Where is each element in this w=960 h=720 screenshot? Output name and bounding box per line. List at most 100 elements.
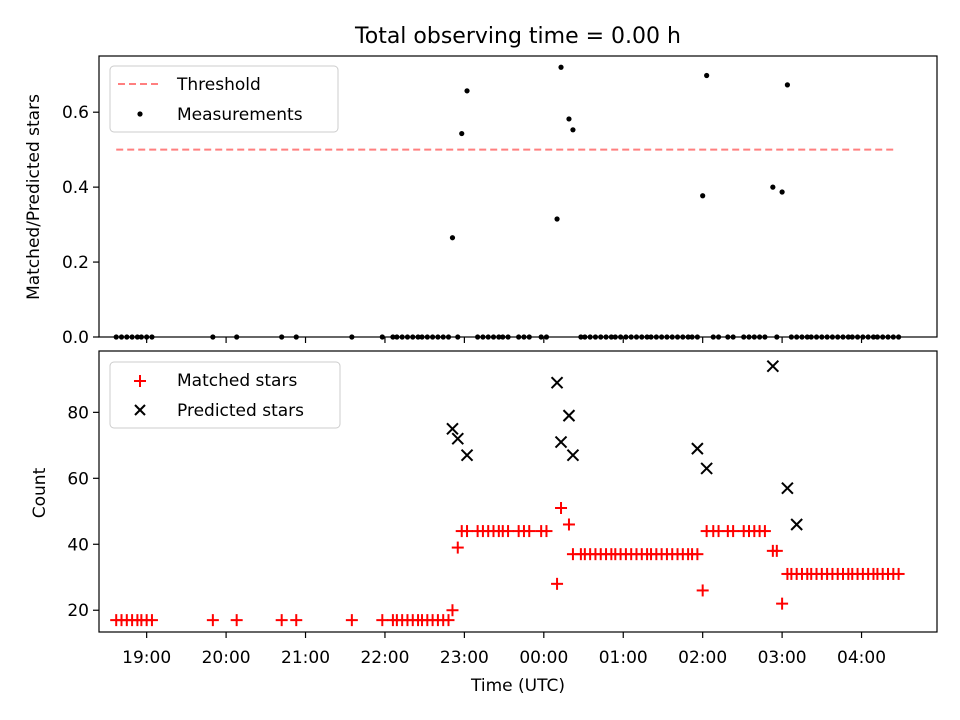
measurement-point: [430, 334, 436, 340]
measurement-point: [794, 334, 800, 340]
measurement-point: [819, 334, 825, 340]
measurement-point: [390, 334, 396, 340]
predicted-stars-point: [554, 435, 568, 449]
measurement-point: [854, 334, 861, 340]
measurement-point: [648, 334, 654, 340]
predicted-stars-point: [700, 462, 713, 475]
x-tick-label: 21:00: [281, 648, 330, 668]
y-tick-label: 0.4: [62, 178, 89, 198]
predicted-stars-point: [460, 449, 474, 462]
matched-stars-point: [446, 604, 459, 617]
y-tick-label: 80: [67, 403, 89, 423]
predicted-stars-point: [562, 409, 576, 422]
matched-stars-point: [290, 614, 303, 627]
measurement-point: [835, 334, 841, 340]
measurement-point: [485, 334, 491, 340]
bottom-x-ticks: 19:00 20:00 21:00 22:00 23:00 00:00 01:00 02:00…: [122, 632, 886, 668]
y-tick-label: 0.0: [62, 328, 89, 348]
measurement-point: [459, 130, 465, 137]
measurement-point: [840, 334, 846, 340]
x-tick-label: 01:00: [599, 648, 648, 668]
matched-stars-point: [451, 541, 464, 554]
measurement-point: [653, 334, 659, 340]
predicted-stars-point: [566, 449, 580, 462]
measurement-point: [149, 334, 155, 340]
bottom-plot-area: [110, 359, 905, 627]
measurement-point: [394, 334, 400, 340]
measurement-point: [500, 334, 506, 340]
measurement-point: [138, 334, 144, 340]
measurement-point: [725, 334, 731, 340]
measurement-point: [896, 334, 902, 340]
measurement-point: [664, 334, 670, 340]
measurement-point: [788, 334, 794, 340]
matched-stars-point: [562, 518, 575, 531]
measurement-point: [234, 334, 240, 340]
predicted-stars-point: [781, 481, 794, 495]
measurement-point: [516, 334, 522, 340]
measurement-point: [623, 334, 629, 340]
measurement-point: [410, 334, 416, 340]
measurement-point: [770, 184, 776, 190]
measurement-point: [639, 334, 645, 340]
measurement-point: [799, 334, 805, 340]
x-tick-label: 00:00: [519, 648, 568, 668]
predicted-stars-point: [766, 359, 780, 373]
measurement-point: [144, 334, 150, 340]
legend-threshold-label: Threshold: [176, 75, 261, 95]
measurement-point: [751, 334, 757, 340]
measurement-point: [685, 334, 691, 340]
measurement-point: [804, 334, 810, 340]
measurement-point: [741, 334, 747, 340]
measurement-point: [582, 334, 588, 340]
measurement-point: [113, 334, 119, 340]
matched-stars-point: [275, 614, 288, 627]
measurement-point: [475, 334, 481, 340]
predicted-stars-point: [446, 422, 459, 436]
measurement-point: [521, 334, 527, 340]
measurement-point: [445, 334, 452, 340]
matched-stars-point: [551, 577, 564, 590]
y-tick-label: 0.6: [62, 103, 89, 123]
measurement-point: [379, 334, 385, 340]
x-tick-label: 19:00: [122, 648, 171, 668]
y-tick-label: 40: [67, 535, 89, 555]
measurement-point: [617, 334, 624, 340]
legend-measurements-label: Measurements: [177, 105, 303, 125]
measurement-point: [633, 334, 640, 340]
measurement-point: [845, 334, 851, 340]
measurement-point: [659, 334, 665, 340]
matched-stars-point: [555, 501, 568, 514]
measurement-point: [435, 334, 441, 340]
bottom-y-axis-label: Count: [30, 467, 50, 518]
matched-stars-point: [540, 525, 553, 538]
measurement-point: [674, 334, 681, 340]
predicted-stars-point: [790, 518, 803, 531]
measurement-point: [480, 334, 486, 340]
measurement-point: [694, 334, 700, 340]
matched-stars-point: [770, 544, 783, 557]
measurement-point: [424, 334, 430, 340]
matched-stars-point: [145, 614, 158, 627]
measurement-point: [566, 116, 572, 122]
matched-stars-point: [892, 567, 905, 580]
measurement-point: [779, 189, 785, 195]
matched-stars-point: [461, 525, 474, 538]
measurement-point: [404, 334, 411, 340]
measurement-point: [415, 334, 421, 340]
top-axes: 0.0 0.2 0.4 0.6: [62, 55, 938, 348]
x-tick-label: 23:00: [440, 648, 489, 668]
measurement-point: [689, 334, 695, 340]
y-tick-label: 20: [67, 601, 89, 621]
measurement-point: [829, 334, 836, 340]
measurement-point: [680, 334, 686, 340]
matched-stars-point: [691, 548, 704, 561]
x-tick-label: 22:00: [360, 648, 409, 668]
measurement-point: [644, 334, 650, 340]
measurement-point: [890, 334, 896, 340]
measurement-point: [704, 72, 710, 79]
legend-measurements-swatch: [137, 111, 143, 117]
bottom-y-ticks: 20 40 60 80: [67, 403, 99, 621]
measurement-point: [603, 334, 609, 340]
measurement-point: [824, 334, 830, 340]
